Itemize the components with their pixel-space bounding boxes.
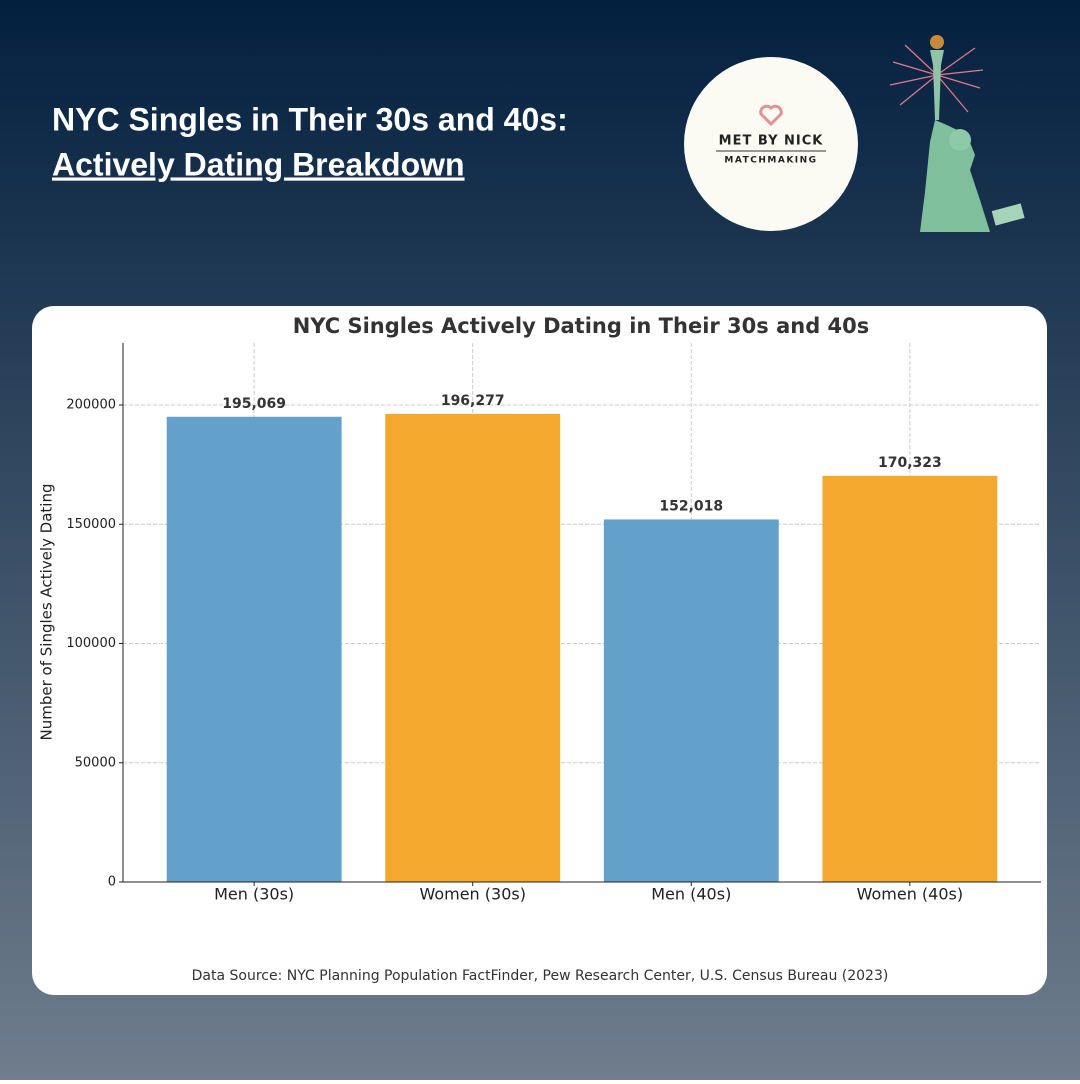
value-label: 170,323 <box>878 455 942 471</box>
statue-illustration <box>889 35 1025 232</box>
bar <box>166 416 342 882</box>
source-note: Data Source: NYC Planning Population Fac… <box>192 968 889 984</box>
chart-title: NYC Singles Actively Dating in Their 30s… <box>293 314 870 338</box>
logo-name: MET BY NICK <box>719 134 824 149</box>
value-label: 152,018 <box>659 498 723 514</box>
bar <box>603 519 779 882</box>
value-label: 195,069 <box>222 396 286 412</box>
y-tick-label: 150000 <box>66 517 116 532</box>
logo-heart <box>759 104 783 127</box>
logo-tagline: MATCHMAKING <box>724 156 817 166</box>
header-title: NYC Singles in Their 30s and 40s: <box>52 101 568 137</box>
bar <box>385 413 561 882</box>
x-tick-label: Men (40s) <box>651 885 731 904</box>
logo-circle <box>684 57 858 231</box>
y-tick-label: 50000 <box>75 755 116 770</box>
y-axis-label: Number of Singles Actively Dating <box>38 484 56 741</box>
y-tick-label: 200000 <box>66 398 116 413</box>
x-tick-label: Men (30s) <box>214 885 294 904</box>
value-label: 196,277 <box>441 393 505 409</box>
x-tick-label: Women (30s) <box>419 885 526 904</box>
y-tick-label: 0 <box>108 875 116 890</box>
x-tick-label: Women (40s) <box>857 885 964 904</box>
bar <box>822 475 998 882</box>
y-tick-label: 100000 <box>66 636 116 651</box>
header-title: Actively Dating Breakdown <box>52 146 465 182</box>
